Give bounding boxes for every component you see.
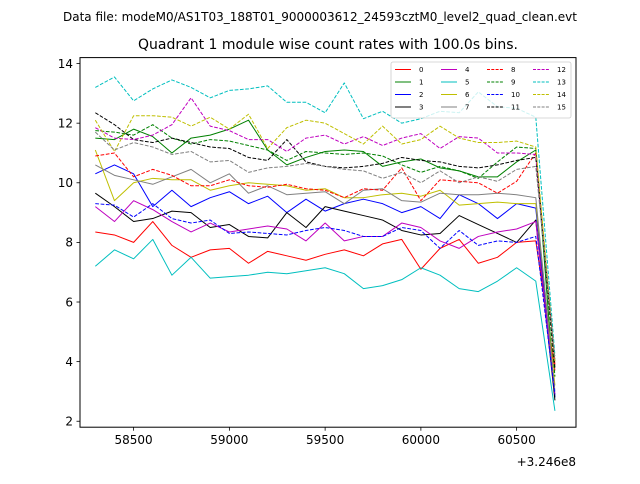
series-line-5	[94, 238, 556, 411]
chart-title: Quadrant 1 module wise count rates with …	[138, 37, 518, 53]
series-line-13	[95, 76, 556, 356]
legend-label-10: 10	[511, 91, 520, 99]
y-axis: 2 4 6 8 10 12 14	[58, 57, 80, 429]
legend-label-5: 5	[465, 79, 469, 87]
legend-label-15: 15	[557, 104, 566, 112]
suptitle: Data file: modeM0/AS1T03_188T01_90000036…	[63, 10, 577, 24]
series-line-9	[95, 124, 556, 377]
y-tick-label: 2	[65, 415, 73, 429]
x-tick-label: 59000	[210, 433, 248, 447]
x-tick-label: 60000	[402, 433, 440, 447]
series-line-14	[94, 113, 556, 362]
y-tick-label: 8	[65, 236, 73, 250]
y-tick-label: 6	[65, 295, 73, 309]
series-line-4	[95, 200, 556, 395]
x-tick-label: 60500	[498, 433, 536, 447]
x-axis: 58500 59000 59500 60000 60500	[115, 427, 536, 447]
series-line-3	[95, 192, 556, 401]
x-tick-label: 58500	[115, 433, 153, 447]
series-lines	[94, 76, 556, 411]
y-tick-label: 12	[58, 116, 73, 130]
y-tick-label: 4	[65, 355, 73, 369]
legend-label-8: 8	[511, 66, 515, 74]
series-line-15	[94, 131, 556, 359]
legend-label-0: 0	[419, 66, 423, 74]
series-line-1	[95, 119, 556, 398]
series-line-7	[95, 164, 556, 392]
legend-label-2: 2	[419, 91, 423, 99]
legend-label-9: 9	[511, 79, 515, 87]
series-line-6	[94, 149, 556, 386]
x-tick-label: 59500	[306, 433, 344, 447]
legend-label-7: 7	[465, 104, 469, 112]
legend-label-13: 13	[557, 79, 566, 87]
legend-label-11: 11	[511, 104, 520, 112]
legend-label-6: 6	[465, 91, 470, 99]
legend-box	[390, 61, 572, 119]
series-line-0	[95, 221, 556, 371]
series-line-10	[95, 203, 556, 395]
legend-label-12: 12	[557, 66, 566, 74]
legend-label-4: 4	[465, 66, 470, 74]
series-line-8	[95, 152, 556, 365]
x-axis-offset-label: +3.246e8	[517, 455, 576, 469]
legend-label-3: 3	[419, 104, 423, 112]
series-line-11	[95, 112, 556, 368]
series-line-2	[95, 164, 556, 398]
legend-label-14: 14	[557, 91, 566, 99]
y-tick-label: 14	[58, 57, 73, 71]
series-line-12	[95, 97, 556, 362]
legend-label-1: 1	[419, 79, 423, 87]
y-tick-label: 10	[58, 176, 73, 190]
